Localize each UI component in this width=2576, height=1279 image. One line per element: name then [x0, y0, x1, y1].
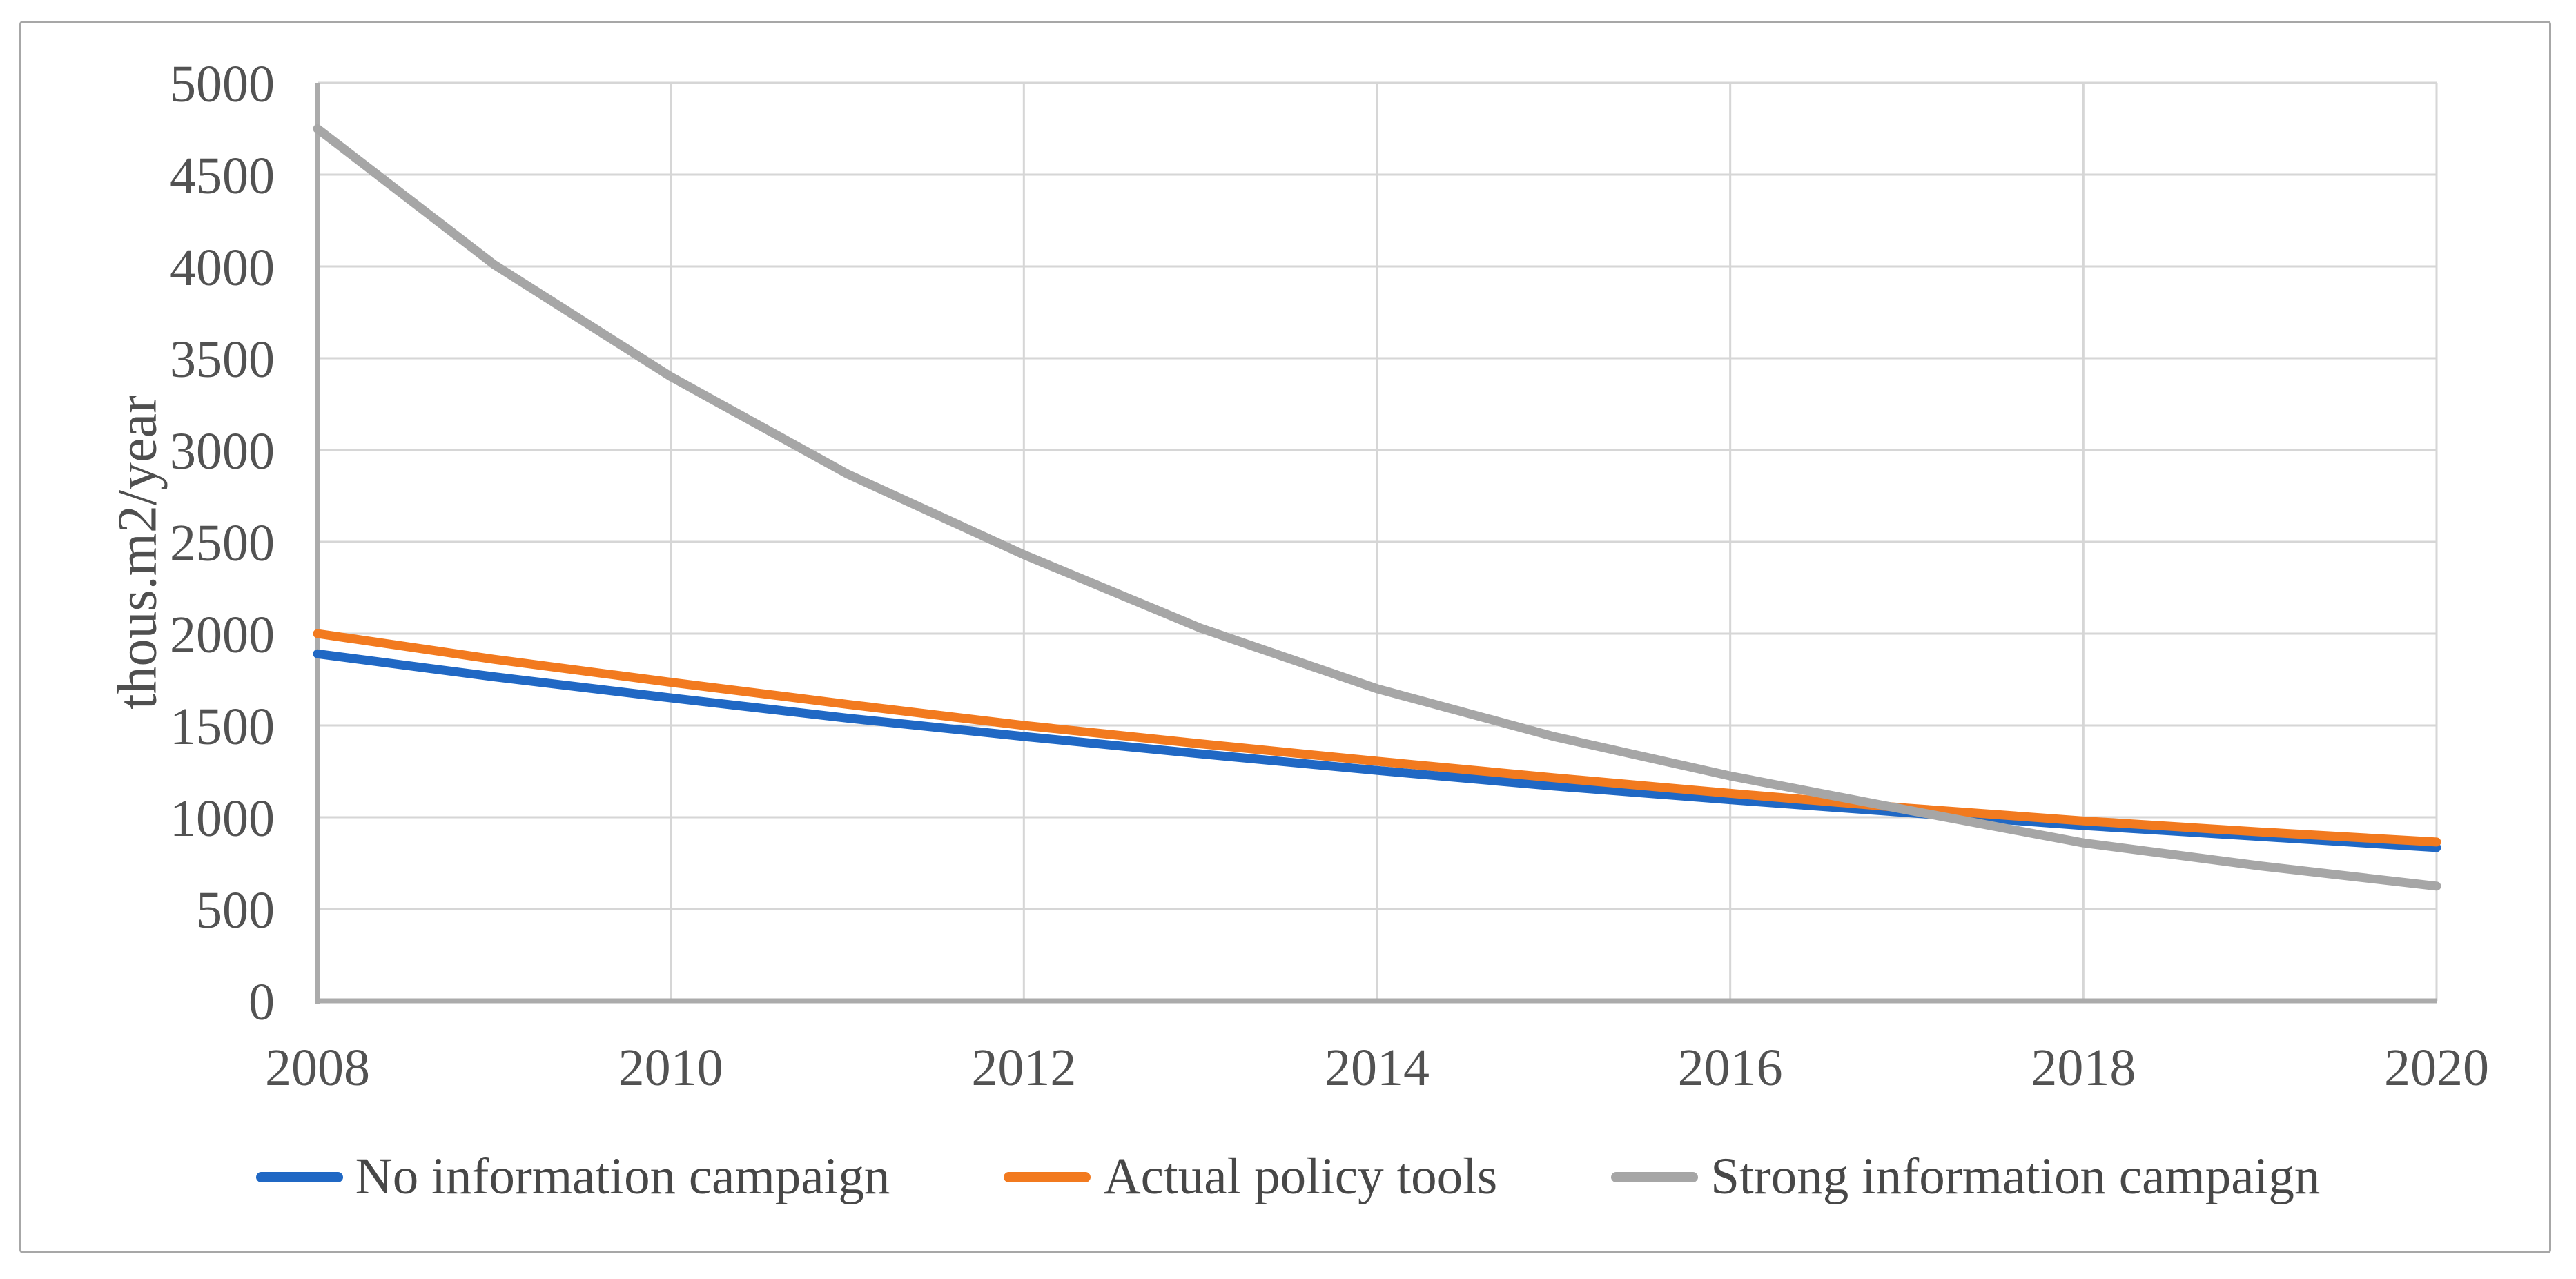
- x-tick-label-2010: 2010: [618, 1039, 723, 1097]
- y-tick-label-2500: 2500: [170, 514, 275, 572]
- legend-item-strong-information-campaign: Strong information campaign: [1611, 1147, 2320, 1207]
- legend-label: Strong information campaign: [1710, 1148, 2321, 1205]
- series-line-strong-information-campaign: [313, 124, 2441, 891]
- y-tick-label-5000: 5000: [170, 55, 275, 113]
- y-axis-title: thous.m2/year: [107, 395, 168, 710]
- x-tick-label-2012: 2012: [971, 1039, 1076, 1097]
- legend-label: Actual policy tools: [1103, 1148, 1498, 1205]
- y-tick-label-4500: 4500: [170, 147, 275, 205]
- y-tick-label-2000: 2000: [170, 606, 275, 664]
- y-tick-label-500: 500: [196, 881, 275, 939]
- legend-line-marker-gray: [1611, 1171, 1699, 1182]
- y-tick-label-1500: 1500: [170, 698, 275, 756]
- legend-item-actual-policy-tools: Actual policy tools: [1004, 1147, 1497, 1207]
- x-tick-label-2014: 2014: [1325, 1039, 1430, 1097]
- y-tick-label-1000: 1000: [170, 790, 275, 848]
- series-line-actual-policy-tools: [313, 629, 2441, 847]
- y-tick-label-3500: 3500: [170, 331, 275, 389]
- y-tick-label-3000: 3000: [170, 422, 275, 480]
- y-tick-label-0: 0: [248, 973, 275, 1031]
- chart-legend: No information campaign Actual policy to…: [0, 1139, 2576, 1215]
- x-tick-label-2016: 2016: [1678, 1039, 1783, 1097]
- legend-line-marker-blue: [255, 1171, 343, 1182]
- legend-item-no-information-campaign: No information campaign: [255, 1147, 890, 1207]
- legend-label: No information campaign: [355, 1148, 890, 1205]
- x-tick-label-2018: 2018: [2031, 1039, 2136, 1097]
- legend-line-marker-orange: [1004, 1171, 1091, 1182]
- x-tick-label-2020: 2020: [2384, 1039, 2489, 1097]
- y-tick-label-4000: 4000: [170, 239, 275, 297]
- series-line-no-information-campaign: [313, 649, 2441, 852]
- x-tick-label-2008: 2008: [265, 1039, 370, 1097]
